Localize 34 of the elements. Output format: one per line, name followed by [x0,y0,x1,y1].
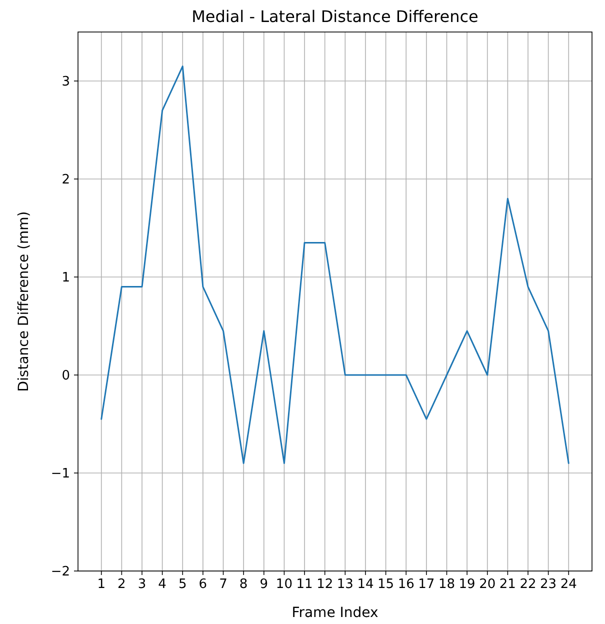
x-tick-label: 2 [118,577,126,592]
x-tick-label: 4 [158,577,166,592]
x-tick-label: 23 [540,577,557,592]
x-tick-label: 5 [178,577,187,592]
x-tick-label: 9 [260,577,268,592]
x-axis-title: Frame Index [292,605,378,621]
x-tick-label: 14 [357,577,374,592]
x-tick-label: 12 [316,577,334,592]
x-tick-label: 19 [458,577,476,592]
y-tick-label: −2 [50,564,70,580]
x-tick-label: 8 [239,577,248,592]
y-tick-label: 2 [62,172,70,188]
y-tick-label: 1 [62,270,70,286]
y-axis-title: Distance Difference (mm) [16,211,32,392]
x-tick-label: 10 [276,577,292,592]
x-tick-label: 6 [198,577,208,592]
y-tick-label: 0 [62,368,70,384]
x-tick-label: 16 [398,577,414,592]
x-tick-label: 21 [499,577,516,592]
x-tick-label: 20 [479,577,496,592]
y-tick-label: −1 [50,466,70,482]
x-tick-label: 7 [219,577,228,592]
x-tick-label: 11 [296,577,313,592]
x-tick-label: 24 [560,577,577,592]
x-tick-label: 22 [520,577,536,592]
x-tick-label: 17 [418,577,435,592]
x-tick-label: 15 [378,577,394,592]
line-series [100,66,570,464]
x-tick-label: 18 [438,577,456,592]
chart-title: Medial - Lateral Distance Difference [192,7,478,26]
x-tick-label: 1 [97,577,106,592]
x-tick-label: 3 [138,577,146,592]
x-tick-label: 13 [336,577,354,592]
y-tick-label: 3 [62,74,70,90]
